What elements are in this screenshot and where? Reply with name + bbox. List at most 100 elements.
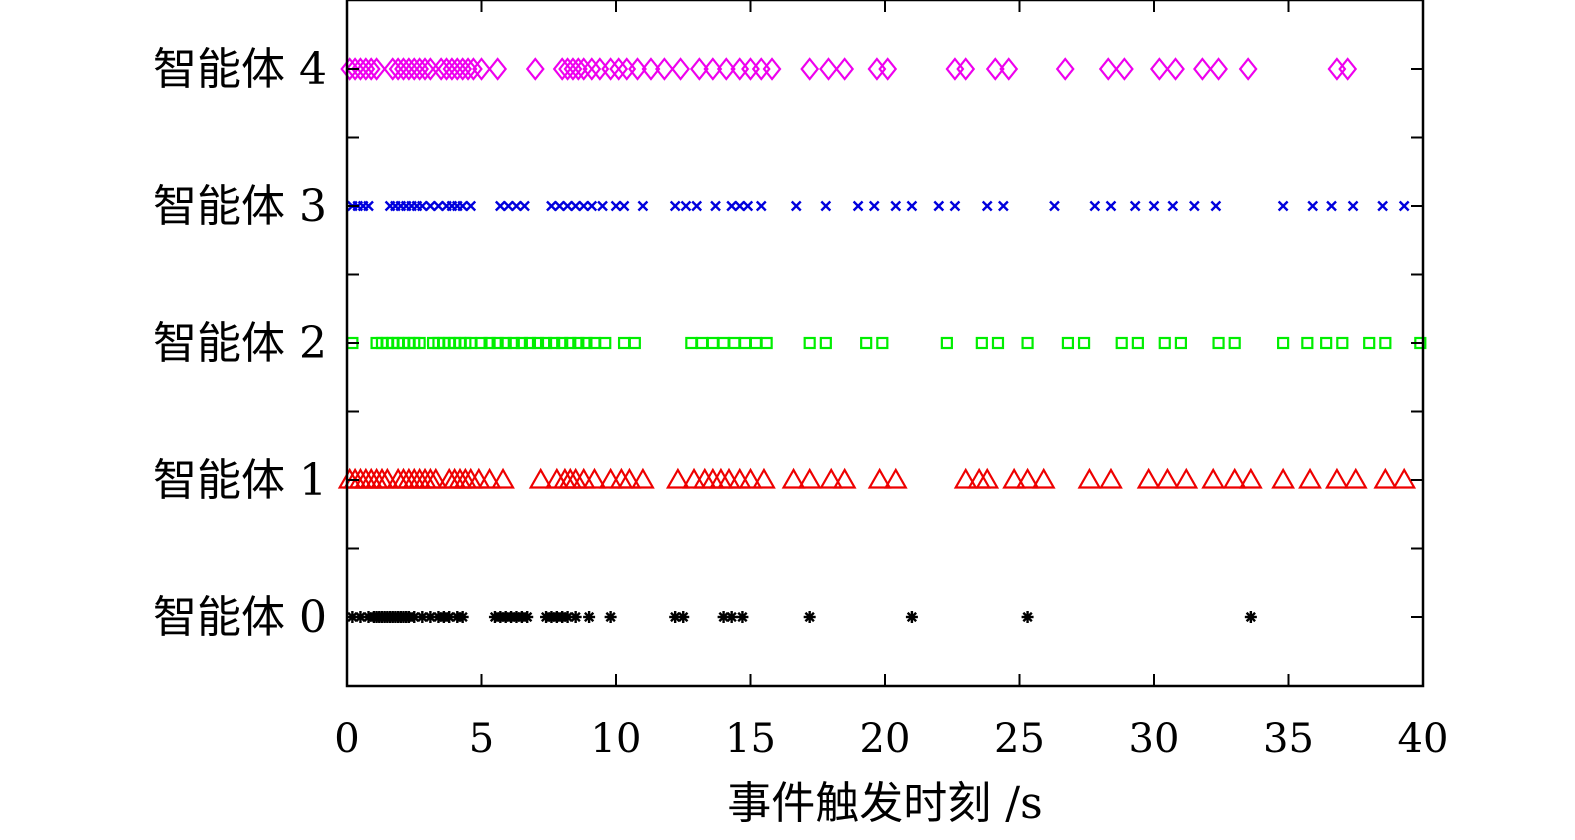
agent-1-triangle-point — [1343, 467, 1368, 489]
x-tick-label: 5 — [469, 716, 494, 762]
agent-0-asterisk-point — [583, 611, 596, 623]
agent-2-square-point — [717, 336, 730, 350]
agent-1-triangle-point — [1222, 467, 1247, 489]
agent-3-cross-point — [734, 200, 746, 212]
agent-4-diamond-point — [641, 57, 661, 81]
agent-3-cross-point — [610, 200, 622, 212]
agent-1-triangle-point — [1077, 467, 1102, 489]
agent-3-cross-point — [465, 200, 477, 212]
agent-4-diamond-point — [655, 57, 674, 81]
agent-1-triangle-point — [1392, 467, 1417, 489]
agent-4-diamond-point — [447, 57, 467, 81]
agent-4-diamond-point — [552, 57, 572, 81]
agent-1-triangle-point — [832, 467, 857, 489]
agent-1-triangle-point — [1015, 467, 1040, 489]
agent-4-diamond-point — [453, 57, 473, 81]
agent-3-cross-point — [1326, 200, 1337, 212]
agent-3-cross-point — [1148, 200, 1160, 212]
agent-1-triangle-point — [1238, 467, 1263, 489]
x-tick-label: 25 — [994, 716, 1045, 762]
agent-4-diamond-point — [388, 57, 408, 81]
agent-1-triangle-point — [631, 467, 655, 489]
agent-0-asterisk-point — [905, 611, 918, 623]
agent-4-diamond-point — [394, 57, 413, 81]
agent-2-square-point — [515, 336, 528, 350]
y-category-label: 智能体 2 — [153, 318, 327, 369]
agent-3-cross-point — [1129, 200, 1141, 212]
agent-2-square-point — [1320, 336, 1333, 350]
agent-3-cross-point — [519, 200, 530, 212]
agent-2-square-point — [876, 336, 889, 350]
agent-2-square-point — [1174, 336, 1188, 350]
agent-2-square-point — [580, 336, 593, 350]
agent-1-triangle-point — [1136, 467, 1161, 489]
agent-0-asterisk-point — [1244, 611, 1257, 623]
agent-1-triangle-point — [1031, 467, 1056, 489]
agent-4-diamond-point — [601, 57, 621, 81]
agent-3-cross-point — [433, 200, 444, 212]
agent-4-diamond-point — [464, 57, 483, 81]
agent-4-diamond-point — [582, 57, 602, 81]
agent-1-triangle-point — [819, 467, 844, 489]
agent-1-triangle-point — [1298, 467, 1322, 489]
agent-2-square-point — [628, 336, 641, 350]
agent-3-cross-point — [949, 200, 961, 212]
agent-3-cross-point — [425, 200, 436, 212]
agent-3-cross-point — [363, 200, 374, 212]
agent-4-diamond-point — [563, 57, 583, 81]
agent-3-cross-point — [890, 200, 902, 212]
agent-4-diamond-point — [609, 57, 629, 81]
agent-3-cross-point — [981, 200, 993, 212]
agent-3-cross-point — [852, 200, 864, 212]
agent-4-diamond-point — [1055, 57, 1075, 81]
agent-3-cross-point — [1167, 200, 1179, 212]
agent-2-square-point — [940, 336, 953, 350]
agent-0-asterisk-point — [456, 611, 469, 623]
agent-2-square-point — [491, 336, 504, 350]
agent-2-square-point — [1061, 336, 1075, 350]
agent-2-square-point — [819, 336, 832, 350]
agent-2-square-point — [975, 336, 988, 350]
agent-4-diamond-point — [689, 57, 709, 81]
agent-3-cross-point — [1307, 200, 1319, 212]
agent-2-square-point — [1336, 336, 1349, 350]
agent-3-cross-point — [1398, 200, 1410, 212]
agent-4-diamond-point — [985, 57, 1005, 81]
agent-0-asterisk-point — [736, 611, 749, 623]
agent-3-cross-point — [680, 200, 692, 212]
agent-3-cross-point — [1189, 200, 1200, 212]
agent-2-square-point — [991, 336, 1005, 350]
x-tick-label: 30 — [1129, 716, 1180, 762]
agent-3-cross-point — [998, 200, 1009, 212]
agent-4-diamond-point — [356, 57, 376, 81]
agent-2-square-point — [413, 336, 426, 350]
agent-4-diamond-point — [800, 57, 820, 81]
x-tick-label: 0 — [334, 716, 359, 762]
agent-3-cross-point — [416, 200, 428, 212]
agent-4-diamond-point — [819, 57, 838, 81]
agent-4-diamond-point — [999, 57, 1019, 81]
agent-3-cross-point — [546, 200, 557, 212]
agent-1-triangle-point — [477, 467, 502, 489]
agent-1-triangle-point — [582, 467, 607, 489]
agent-2-square-point — [564, 336, 577, 350]
agent-1-triangle-point — [1373, 467, 1398, 489]
agent-2-square-point — [749, 336, 762, 350]
agent-0-asterisk-point — [803, 611, 816, 623]
agent-3-cross-point — [457, 200, 469, 212]
agent-4-diamond-point — [1166, 57, 1185, 81]
agent-4-diamond-point — [762, 57, 782, 81]
agent-1-triangle-point — [665, 467, 690, 489]
agent-4-diamond-point — [1327, 57, 1347, 81]
agent-4-diamond-point — [415, 57, 435, 81]
agent-3-cross-point — [494, 200, 506, 212]
agent-3-cross-point — [1277, 200, 1289, 212]
agent-3-cross-point — [755, 200, 767, 212]
agent-2-square-point — [685, 336, 698, 350]
agent-3-cross-point — [691, 200, 703, 212]
agent-4-diamond-point — [671, 57, 690, 81]
agent-3-cross-point — [1105, 200, 1117, 212]
agent-2-square-point — [499, 336, 512, 350]
marks-layer — [337, 57, 1427, 623]
agent-3-cross-point — [710, 200, 721, 212]
